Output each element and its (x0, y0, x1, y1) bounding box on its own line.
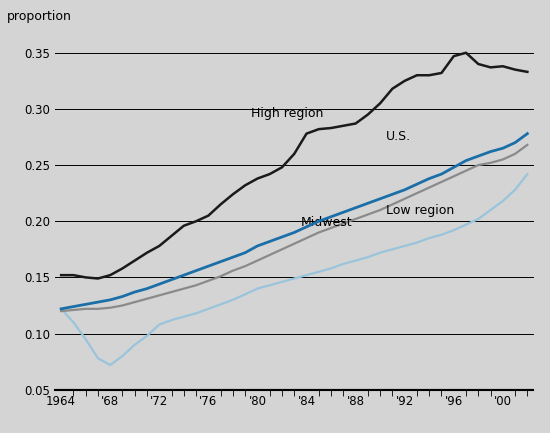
Text: Low region: Low region (386, 204, 454, 217)
Text: U.S.: U.S. (386, 130, 411, 143)
Text: High region: High region (251, 107, 324, 120)
Text: proportion: proportion (7, 10, 72, 23)
Text: Midwest: Midwest (300, 216, 352, 229)
